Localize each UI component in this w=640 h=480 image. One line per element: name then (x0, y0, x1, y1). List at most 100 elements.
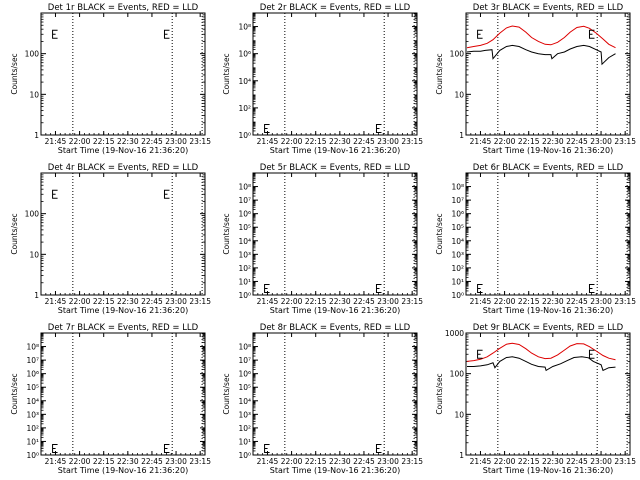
y-axis-label: Counts/sec (10, 373, 19, 414)
y-tick-label: 1 (34, 131, 39, 140)
y-tick-label: 10⁰ (26, 451, 39, 460)
x-tick-label: 22:00 (69, 297, 91, 306)
e-marker (588, 284, 595, 294)
y-tick-label: 100 (450, 370, 465, 379)
y-tick-label: 10¹ (26, 437, 39, 446)
x-tick-label: 22:00 (281, 137, 303, 146)
y-tick-label: 10 (454, 410, 464, 419)
y-axis-label: Counts/sec (10, 53, 19, 94)
x-tick-label: 23:00 (165, 457, 187, 466)
y-tick-label: 10⁰ (238, 291, 251, 300)
x-tick-label: 21:45 (257, 457, 279, 466)
y-tick-label: 100 (450, 50, 465, 59)
x-tick-label: 23:00 (377, 297, 399, 306)
panel-det-9r: Det 9r BLACK = Events, RED = LLD 1 10 100 10… (435, 323, 636, 475)
y-tick-label: 10³ (451, 250, 464, 259)
x-tick-label: 22:15 (93, 137, 115, 146)
x-tick-label: 23:15 (189, 137, 211, 146)
e-marker (264, 124, 270, 134)
panel-det-1r: Det 1r BLACK = Events, RED = LLD 1 10 100 21… (10, 3, 211, 155)
panel-det-4r: Det 4r BLACK = Events, RED = LLD 1 10 100 21… (10, 163, 211, 315)
x-tick-label: 23:15 (189, 457, 211, 466)
panel-title: Det 4r BLACK = Events, RED = LLD (48, 163, 199, 173)
x-tick-label: 21:45 (257, 137, 279, 146)
x-axis-label: Start Time (19-Nov-16 21:36:20) (483, 466, 613, 475)
y-tick-label: 10³ (238, 250, 251, 259)
x-tick-label: 23:15 (401, 297, 423, 306)
series-lld-line (466, 342, 616, 362)
x-tick-label: 22:45 (566, 297, 588, 306)
y-tick-label: 1 (459, 451, 464, 460)
x-tick-label: 22:45 (141, 137, 163, 146)
e-marker (52, 189, 58, 199)
e-marker (477, 349, 483, 359)
y-tick-label: 10² (238, 104, 251, 113)
x-tick-label: 23:00 (590, 457, 612, 466)
y-tick-label: 10⁰ (238, 131, 251, 140)
x-axis-label: Start Time (19-Nov-16 21:36:20) (58, 466, 188, 475)
x-tick-label: 22:45 (353, 297, 375, 306)
x-tick-label: 22:00 (281, 297, 303, 306)
e-marker (163, 444, 170, 454)
y-tick-label: 10⁷ (26, 356, 39, 365)
panel-title: Det 9r BLACK = Events, RED = LLD (473, 323, 624, 333)
panel-det-6r: Det 6r BLACK = Events, RED = LLD 10⁰ 10¹ 10… (435, 163, 636, 315)
y-tick-label: 10⁶ (26, 370, 39, 379)
x-tick-label: 21:45 (470, 457, 492, 466)
y-tick-label: 10⁴ (238, 237, 251, 246)
y-tick-label: 10 (454, 90, 464, 99)
x-tick-label: 22:30 (117, 137, 139, 146)
x-tick-label: 23:00 (590, 137, 612, 146)
x-tick-label: 21:45 (45, 297, 67, 306)
y-tick-label: 10⁵ (26, 383, 39, 392)
x-tick-label: 22:00 (494, 457, 516, 466)
x-tick-label: 22:30 (542, 137, 564, 146)
x-tick-label: 22:45 (141, 457, 163, 466)
y-tick-label: 10² (238, 424, 251, 433)
panel-title: Det 6r BLACK = Events, RED = LLD (473, 163, 624, 173)
panel-det-3r: Det 3r BLACK = Events, RED = LLD 1 10 100 21… (435, 3, 636, 155)
x-tick-label: 22:00 (69, 457, 91, 466)
y-axis-label: Counts/sec (435, 373, 444, 414)
panel-title: Det 1r BLACK = Events, RED = LLD (48, 3, 199, 13)
panel-title: Det 3r BLACK = Events, RED = LLD (473, 3, 624, 13)
x-tick-label: 23:15 (401, 137, 423, 146)
x-axis-label: Start Time (19-Nov-16 21:36:20) (58, 306, 188, 315)
plot-frame (40, 332, 206, 456)
y-tick-label: 10⁸ (451, 183, 464, 192)
e-marker (477, 29, 483, 39)
x-tick-label: 23:00 (165, 137, 187, 146)
panel-title: Det 8r BLACK = Events, RED = LLD (260, 323, 411, 333)
y-tick-label: 10¹ (451, 277, 464, 286)
series-events-line (466, 44, 616, 66)
y-tick-label: 10⁷ (238, 196, 251, 205)
y-tick-label: 10² (26, 424, 39, 433)
x-tick-label: 21:45 (45, 457, 67, 466)
y-tick-label: 1 (34, 291, 39, 300)
x-tick-label: 22:00 (494, 297, 516, 306)
y-tick-label: 10 (29, 90, 39, 99)
y-axis-label: Counts/sec (435, 53, 444, 94)
y-tick-label: 10⁷ (238, 356, 251, 365)
e-marker (477, 284, 483, 294)
e-marker (588, 349, 595, 359)
y-axis-label: Counts/sec (222, 373, 231, 414)
x-tick-label: 23:00 (165, 297, 187, 306)
series-events-line (467, 356, 616, 372)
plot-frame (40, 172, 206, 296)
plot-frame (252, 332, 418, 456)
y-tick-label: 10³ (238, 410, 251, 419)
plot-frame (465, 332, 631, 456)
x-axis-label: Start Time (19-Nov-16 21:36:20) (58, 146, 188, 155)
y-tick-label: 10⁴ (451, 237, 464, 246)
y-tick-label: 100 (25, 210, 40, 219)
x-tick-label: 22:45 (566, 457, 588, 466)
y-tick-label: 100 (25, 50, 40, 59)
y-tick-label: 10⁴ (26, 397, 39, 406)
x-tick-label: 22:45 (353, 457, 375, 466)
y-tick-label: 10⁵ (238, 383, 251, 392)
y-tick-label: 10⁶ (238, 50, 251, 59)
y-tick-label: 10³ (26, 410, 39, 419)
x-tick-label: 22:30 (329, 457, 351, 466)
